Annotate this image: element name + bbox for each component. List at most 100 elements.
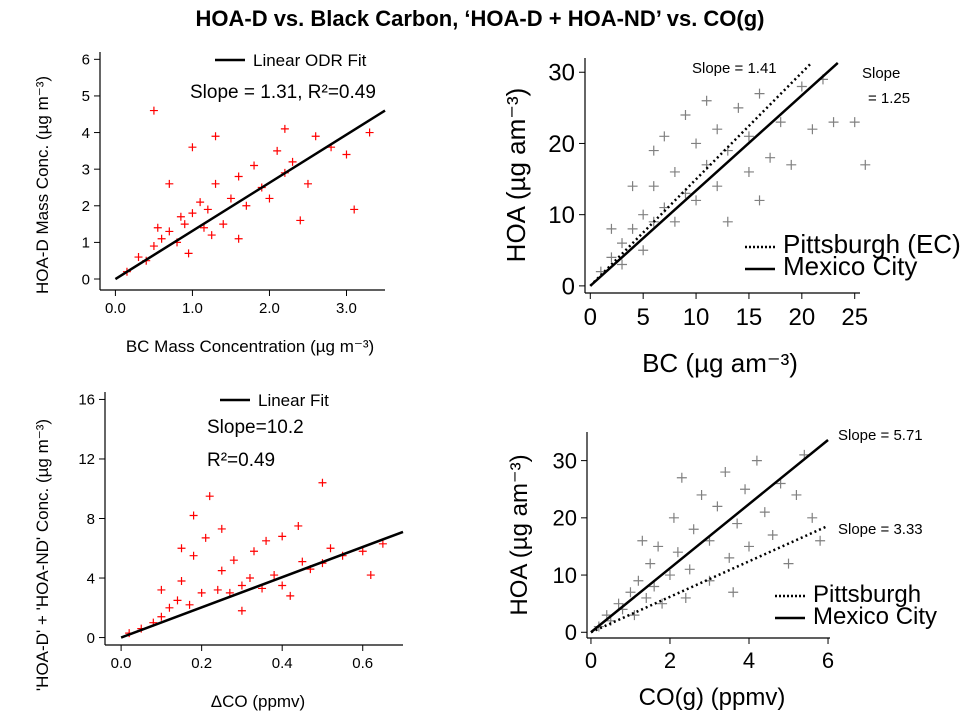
data-point (177, 544, 186, 553)
data-point (189, 511, 198, 520)
data-point (245, 574, 254, 583)
data-point (680, 109, 691, 120)
data-point (226, 194, 235, 203)
data-point (617, 259, 628, 270)
data-point (828, 117, 839, 128)
data-point (712, 124, 723, 135)
y-tick-label: 12 (78, 451, 95, 468)
data-point (712, 181, 723, 192)
data-point (278, 581, 287, 590)
data-point (234, 172, 243, 181)
x-tick-label: 1.0 (182, 300, 203, 317)
annotation: Slope = 3.33 (838, 521, 923, 538)
legend-label: Mexico City (813, 603, 937, 630)
y-tick-label: 10 (553, 563, 577, 588)
annotation: R²=0.49 (207, 450, 275, 471)
y-tick-label: 1 (82, 235, 90, 252)
data-point (262, 536, 271, 545)
data-point (213, 585, 222, 594)
data-point (250, 547, 258, 556)
data-point (688, 524, 699, 535)
data-point (807, 512, 818, 523)
data-point (196, 198, 205, 207)
data-point (701, 95, 712, 106)
annotation: Slope (862, 65, 900, 82)
x-tick-label: 0 (585, 648, 597, 673)
data-point (732, 518, 743, 529)
data-point (712, 501, 723, 512)
data-point (860, 159, 871, 170)
legend-label: Linear Fit (258, 391, 329, 410)
fit-line (120, 530, 404, 639)
x-axis-label: BC Mass Concentration (µg m⁻³) (126, 337, 374, 356)
data-point (366, 571, 375, 580)
data-point (153, 223, 162, 232)
data-point (783, 558, 794, 569)
data-point (648, 181, 659, 192)
data-point (176, 212, 185, 221)
data-point (378, 539, 387, 548)
data-point (185, 600, 194, 609)
data-point (250, 161, 259, 170)
fit-line (590, 439, 829, 634)
data-point (668, 512, 679, 523)
y-tick-label: 6 (82, 52, 90, 69)
data-point (641, 592, 652, 603)
y-tick-label: 10 (548, 202, 575, 229)
data-point (296, 216, 305, 225)
data-point (606, 252, 617, 263)
data-point (157, 234, 166, 243)
data-point (318, 478, 327, 487)
x-tick-label: 0.2 (191, 655, 212, 672)
chart-br: 0 2 4 6 0 10 20 30 CO(g) (ppmv) HOA (µg am⁻³) Pitt… (506, 427, 937, 711)
data-point (613, 598, 624, 609)
y-tick-label: 0 (565, 620, 577, 645)
data-point (672, 547, 683, 558)
page-title: HOA-D vs. Black Carbon, ‘HOA-D + HOA-ND’… (195, 6, 765, 31)
data-point (280, 124, 289, 133)
data-point (638, 245, 649, 256)
data-point (157, 585, 166, 594)
data-point (149, 242, 158, 251)
data-point (217, 524, 226, 533)
legend-label: Pittsburgh (813, 581, 921, 608)
y-tick-label: 20 (548, 131, 575, 158)
y-tick-label: 2 (82, 198, 90, 215)
fit-line (589, 62, 813, 287)
y-tick-label: 8 (87, 511, 95, 528)
data-point (754, 88, 765, 99)
data-point (754, 195, 765, 206)
x-tick-label: 6 (822, 648, 834, 673)
data-point (173, 596, 182, 605)
x-tick-label: 0.0 (105, 300, 126, 317)
data-point (177, 577, 186, 586)
data-point (342, 150, 351, 159)
data-point (326, 544, 335, 553)
data-point (744, 541, 754, 552)
data-point (696, 489, 707, 500)
y-tick-label: 4 (82, 125, 90, 142)
data-point (189, 551, 198, 560)
data-point (676, 472, 687, 483)
data-point (815, 535, 826, 546)
x-tick-label: 2.0 (259, 300, 280, 317)
x-tick-label: 25 (841, 304, 868, 331)
data-point (728, 587, 739, 598)
legend-label: Mexico City (783, 251, 917, 281)
data-point (786, 159, 797, 170)
data-point (625, 587, 636, 598)
x-tick-label: 10 (683, 304, 710, 331)
data-point (617, 238, 628, 249)
chart-tr: 0 5 10 15 20 25 0 10 20 30 BC (µg am⁻³) HOA (µg am⁻… (501, 58, 960, 378)
fit-line (114, 109, 386, 281)
data-point (237, 606, 246, 615)
data-point (722, 216, 733, 227)
data-point (648, 145, 659, 156)
data-point (680, 592, 691, 603)
data-point (629, 610, 640, 621)
data-point (743, 166, 754, 177)
data-point (743, 131, 754, 142)
data-point (270, 571, 279, 580)
